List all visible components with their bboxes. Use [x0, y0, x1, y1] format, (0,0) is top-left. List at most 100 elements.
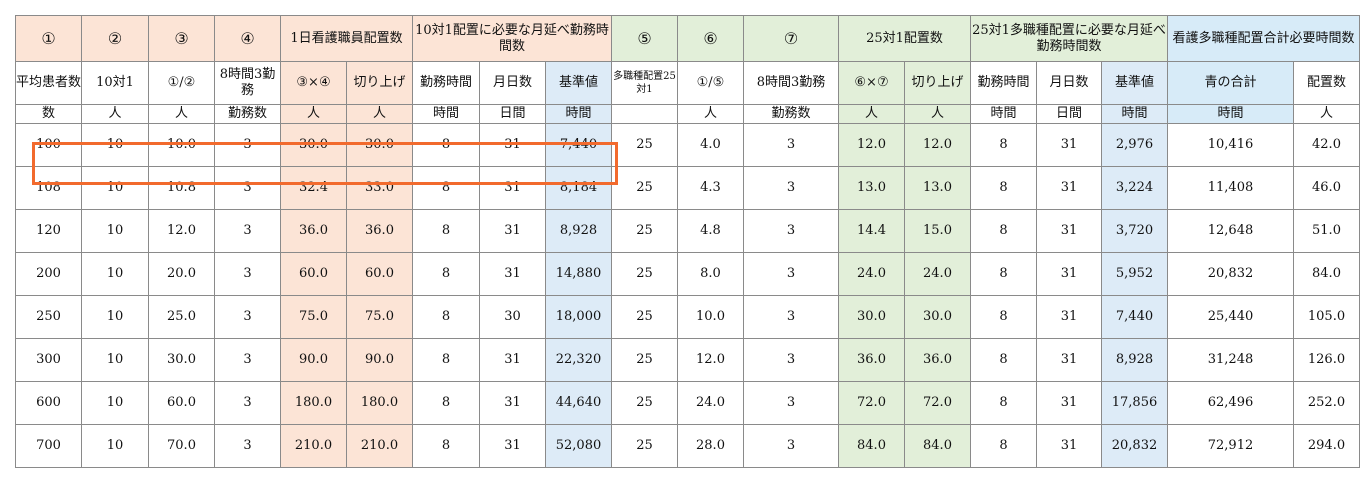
table-cell: 10 — [81, 424, 149, 468]
table-cell: 8 — [970, 123, 1037, 167]
table-cell: 31 — [1036, 209, 1102, 253]
table-cell: 8 — [412, 209, 480, 253]
table-cell: 10 — [81, 123, 149, 167]
table-cell: 10 — [81, 252, 149, 296]
unit-col-14: 人 — [904, 104, 971, 124]
table-cell: 31 — [479, 338, 546, 382]
table-cell: 294.0 — [1293, 424, 1360, 468]
header-row-3: 数人人勤務数人人時間 日間 時間人勤務数人人時間 日間 時間 時間人 — [15, 104, 1360, 124]
table-cell: 25 — [611, 123, 678, 167]
table-cell: 36.0 — [904, 338, 971, 382]
table-cell: 14,880 — [545, 252, 612, 296]
unit-col-8: 日間 — [479, 104, 546, 124]
table-cell: 8 — [970, 424, 1037, 468]
unit-col-10 — [611, 104, 678, 124]
table-cell: 72.0 — [904, 381, 971, 425]
subheader-col-12: 8時間3勤務 — [743, 61, 839, 105]
table-cell: 180.0 — [346, 381, 413, 425]
table-row: 600 10 60.0 3 180.0 180.0 8 31 44,640 25 24.0 3 72.0… — [15, 381, 1360, 425]
table-cell: 8 — [412, 424, 480, 468]
table-cell: 36.0 — [280, 209, 347, 253]
subheader-col-16: 月日数 — [1036, 61, 1102, 105]
subheader-col-14: 切り上げ — [904, 61, 971, 105]
subheader-col-2: 10対1 — [81, 61, 149, 105]
table-row: 300 10 30.0 3 90.0 90.0 8 31 22,320 25 12.0 3 36.0 36… — [15, 338, 1360, 382]
table-cell: 18,000 — [545, 295, 612, 339]
table-cell: 24.0 — [677, 381, 744, 425]
table-cell: 8 — [412, 123, 480, 167]
unit-col-2: 人 — [81, 104, 149, 124]
unit-col-1: 数 — [15, 104, 82, 124]
table-cell: 10,416 — [1167, 123, 1294, 167]
table-cell: 8 — [412, 381, 480, 425]
table-cell: 3 — [743, 338, 839, 382]
table-cell: 10 — [81, 381, 149, 425]
table-row: 700 10 70.0 3 210.0 210.0 8 31 52,080 25 28.0 3 84.0… — [15, 424, 1360, 468]
table-cell: 72,912 — [1167, 424, 1294, 468]
header-monthly-hours-10: 10対1配置に必要な月延べ勤務時間数 — [412, 15, 612, 62]
table-cell: 210.0 — [346, 424, 413, 468]
table-cell: 24.0 — [904, 252, 971, 296]
table-cell: 3 — [743, 295, 839, 339]
table-cell: 31 — [479, 424, 546, 468]
subheader-col-8: 月日数 — [479, 61, 546, 105]
table-cell: 20,832 — [1167, 252, 1294, 296]
table-row: 200 10 20.0 3 60.0 60.0 8 31 14,880 25 8.0 3 24.0 24.… — [15, 252, 1360, 296]
table-cell: 3,224 — [1101, 166, 1168, 210]
table-cell: 8 — [412, 338, 480, 382]
header-row-2: 平均患者数 10対1 ①/② 8時間3勤務 ③×④ 切り上げ 勤務時間 月日数 基準値 多職種配置… — [15, 61, 1360, 105]
table-cell: 8 — [412, 252, 480, 296]
table-row: 250 10 25.0 3 75.0 75.0 8 30 18,000 25 10.0 3 30.0 30… — [15, 295, 1360, 339]
table-cell: 13.0 — [904, 166, 971, 210]
table-cell: 5,952 — [1101, 252, 1168, 296]
table-cell: 24.0 — [838, 252, 905, 296]
table-cell: 200 — [15, 252, 82, 296]
table-cell: 36.0 — [838, 338, 905, 382]
table-row: 108 10 10.8 3 32.4 33.0 8 31 8,184 25 4.3 3 13.0 13.0… — [15, 166, 1360, 210]
table-cell: 25 — [611, 252, 678, 296]
table-cell: 126.0 — [1293, 338, 1360, 382]
table-cell: 8 — [970, 295, 1037, 339]
subheader-col-3: ①/② — [148, 61, 215, 105]
table-cell: 31 — [1036, 252, 1102, 296]
subheader-col-1: 平均患者数 — [15, 61, 82, 105]
subheader-col-6: 切り上げ — [346, 61, 413, 105]
subheader-col-7: 勤務時間 — [412, 61, 480, 105]
table-cell: 25,440 — [1167, 295, 1294, 339]
staffing-table-container: ① ② ③ ④ 1日看護職員配置数 10対1配置に必要な月延べ勤務時間数 ⑤ ⑥… — [15, 15, 1360, 468]
table-cell: 120 — [15, 209, 82, 253]
table-cell: 3 — [743, 123, 839, 167]
table-cell: 84.0 — [1293, 252, 1360, 296]
table-cell: 31 — [479, 166, 546, 210]
table-cell: 8,928 — [545, 209, 612, 253]
table-cell: 252.0 — [1293, 381, 1360, 425]
header-daily-nurse: 1日看護職員配置数 — [280, 15, 413, 62]
table-cell: 25 — [611, 338, 678, 382]
subheader-col-4: 8時間3勤務 — [214, 61, 281, 105]
table-cell: 20.0 — [148, 252, 215, 296]
unit-col-5: 人 — [280, 104, 347, 124]
table-cell: 10 — [81, 166, 149, 210]
unit-col-12: 勤務数 — [743, 104, 839, 124]
table-cell: 600 — [15, 381, 82, 425]
table-cell: 7,440 — [545, 123, 612, 167]
header-col-2: ② — [81, 15, 149, 62]
table-cell: 31 — [479, 252, 546, 296]
table-cell: 7,440 — [1101, 295, 1168, 339]
table-cell: 70.0 — [148, 424, 215, 468]
table-cell: 25.0 — [148, 295, 215, 339]
table-cell: 60.0 — [346, 252, 413, 296]
table-cell: 12,648 — [1167, 209, 1294, 253]
table-cell: 210.0 — [280, 424, 347, 468]
table-cell: 8 — [412, 166, 480, 210]
table-cell: 44,640 — [545, 381, 612, 425]
table-cell: 3 — [743, 209, 839, 253]
table-cell: 3 — [743, 166, 839, 210]
table-cell: 8.0 — [677, 252, 744, 296]
subheader-col-9: 基準値 — [545, 61, 612, 105]
table-cell: 25 — [611, 424, 678, 468]
header-monthly-hours-25: 25対1多職種配置に必要な月延べ勤務時間数 — [970, 15, 1168, 62]
table-cell: 31 — [1036, 166, 1102, 210]
table-cell: 3 — [214, 252, 281, 296]
header-col-4: ④ — [214, 15, 281, 62]
